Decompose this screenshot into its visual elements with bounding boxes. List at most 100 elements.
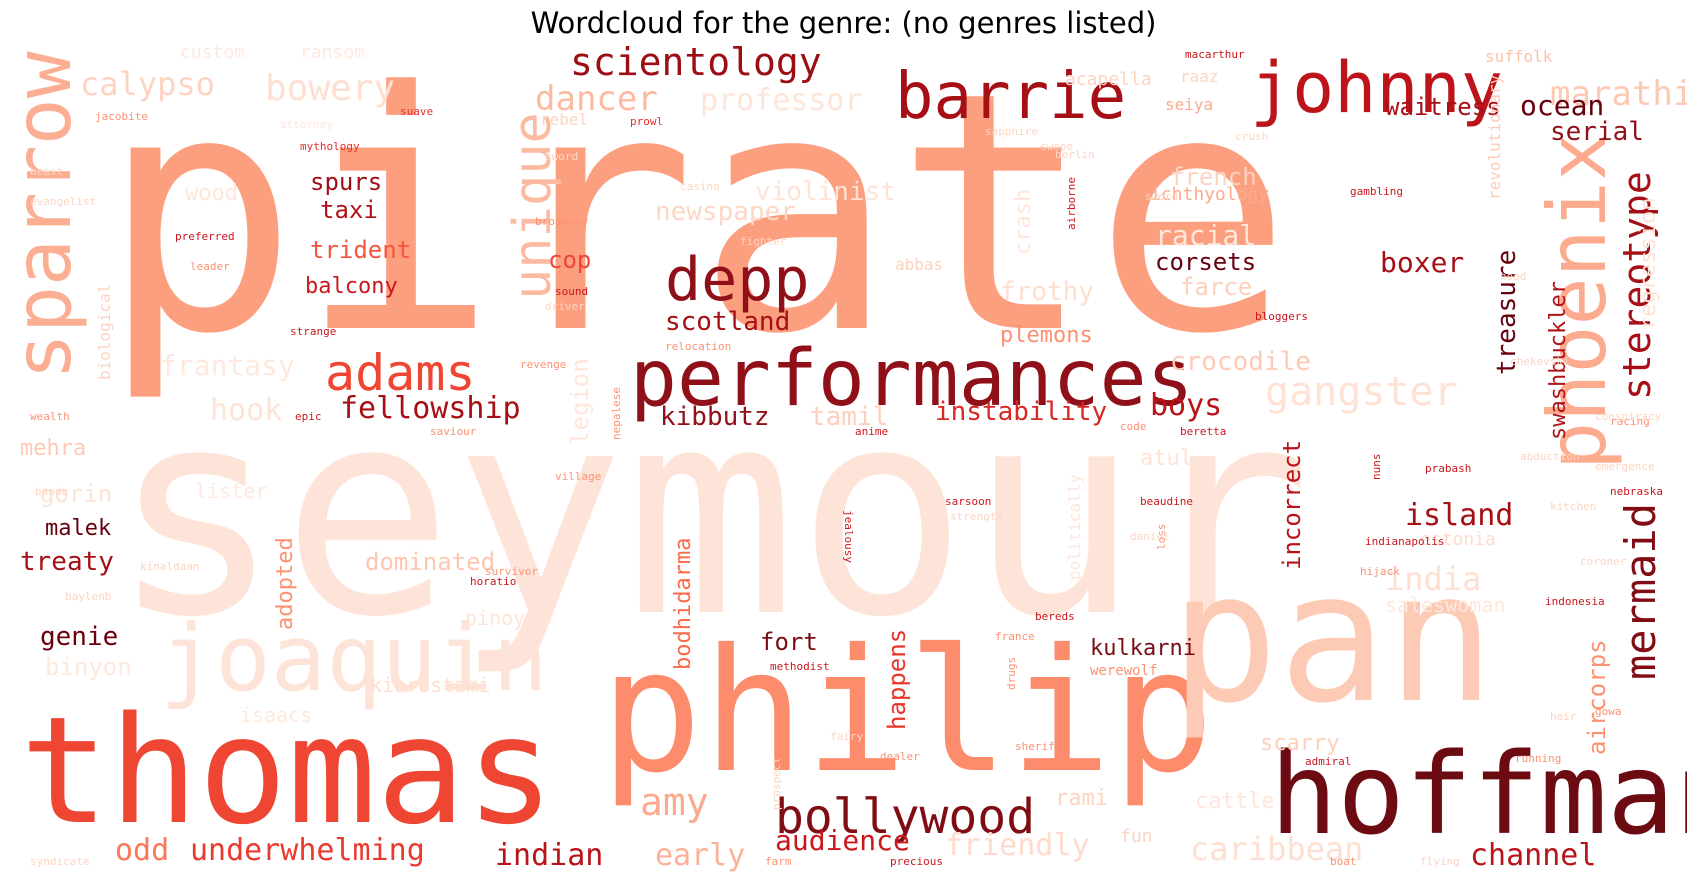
word-hood: hood — [1500, 270, 1527, 283]
word-farce: farce — [1180, 273, 1252, 301]
word-marathi: marathi — [1550, 74, 1687, 114]
word-sound: sound — [555, 285, 588, 298]
word-prabash: prabash — [1425, 462, 1471, 475]
word-legion: legion — [566, 358, 594, 445]
word-coroner: coroner — [1580, 555, 1627, 568]
word-estonia: estonia — [1420, 529, 1496, 550]
word-bereds: bereds — [1035, 610, 1075, 623]
word-swashbuckler: swashbuckler — [1546, 281, 1571, 440]
word-crash: crash — [1011, 189, 1036, 255]
word-farm: farm — [765, 855, 792, 868]
word-treasure: treasure — [1492, 250, 1522, 375]
word-sheriff: sheriff — [1015, 740, 1061, 753]
word-performances: performances — [630, 334, 1194, 424]
word-audience: audience — [775, 824, 910, 857]
word-jacobite: jacobite — [95, 110, 148, 123]
word-caribbean: caribbean — [1190, 830, 1363, 868]
word-dealer: dealer — [880, 750, 920, 763]
word-tamil: tamil — [810, 402, 888, 432]
word-mehra: mehra — [20, 436, 86, 461]
word-gowa: gowa — [1595, 705, 1622, 718]
word-happens: happens — [883, 629, 911, 730]
word-hoffman: hoffman — [1270, 730, 1687, 860]
word-trident: trident — [310, 236, 411, 264]
word-indonesia: indonesia — [1545, 595, 1605, 608]
word-early: early — [655, 838, 745, 873]
word-bodhidarma: bodhidarma — [671, 538, 696, 670]
word-hook: hook — [210, 393, 282, 428]
word-phoenix: phoenix — [1531, 133, 1624, 470]
word-werewolf: werewolf — [1090, 663, 1157, 679]
word-abduction: abduction — [1520, 450, 1580, 463]
word-swope: swope — [1040, 140, 1073, 153]
word-pinoy: pinoy — [465, 606, 525, 630]
word-casino: casino — [680, 180, 720, 193]
word-amy: amy — [640, 780, 709, 824]
word-syndicate: syndicate — [30, 855, 90, 868]
word-frantasy: frantasy — [160, 349, 295, 382]
word-seiya: seiya — [1165, 95, 1213, 114]
word-epic: epic — [295, 410, 322, 423]
word-drugs: drugs — [1005, 657, 1018, 690]
word-broadway: broadway — [535, 215, 588, 228]
word-indianapolis: indianapolis — [1365, 535, 1444, 548]
word-thomas: thomas — [20, 685, 555, 857]
word-sword-1: sword — [1145, 190, 1178, 203]
word-beaudine: beaudine — [1140, 495, 1193, 508]
word-sword: sword — [545, 150, 578, 163]
word-adopted: adopted — [273, 537, 298, 630]
word-dominated: dominated — [365, 548, 495, 576]
word-scarry: scarry — [1260, 731, 1339, 756]
word-lister: lister — [195, 479, 267, 503]
word-emergence: emergence — [1595, 460, 1655, 473]
word-seymour: seymour — [110, 348, 1311, 680]
word-kulkarni: kulkarni — [1090, 636, 1196, 661]
word-gambling: gambling — [1350, 185, 1403, 198]
word-pan: pan — [1170, 534, 1495, 743]
word-beretta: beretta — [1180, 425, 1226, 438]
word-racial: racial — [1155, 219, 1256, 252]
word-violinist: violinist — [755, 177, 896, 207]
word-flying: flying — [1420, 855, 1460, 868]
word-mermaid: mermaid — [1616, 503, 1665, 680]
word-adams: adams — [325, 344, 476, 402]
word-balcony: balcony — [305, 274, 398, 299]
word-indian: indian — [495, 838, 603, 873]
word-fellowship: fellowship — [340, 391, 521, 426]
word-nuns: nuns — [1370, 454, 1383, 481]
word-isaacs: isaacs — [240, 703, 312, 727]
word-kiarostami: kiarostami — [370, 673, 490, 697]
word-revolutionary: revolutionary — [1485, 74, 1504, 200]
word-incorrect: incorrect — [1278, 440, 1306, 570]
word-abbas: abbas — [895, 255, 943, 274]
word-saleswoman: saleswoman — [1385, 593, 1505, 617]
word-treaty: treaty — [20, 547, 114, 577]
word-horatio: horatio — [470, 575, 516, 588]
word-crocodile: crocodile — [1170, 347, 1311, 377]
word-unique: unique — [503, 112, 563, 300]
word-fighter: fighter — [740, 235, 787, 248]
word-scotland: scotland — [665, 307, 790, 337]
word-underwhelming: underwhelming — [190, 833, 425, 868]
word-friendly: friendly — [945, 828, 1090, 863]
word-loss: loss — [1155, 524, 1168, 551]
word-running: running — [1515, 752, 1561, 765]
word-prowl: prowl — [630, 115, 663, 128]
word-nepalese: nepalese — [610, 387, 623, 440]
chart-title: Wordcloud for the genre: (no genres list… — [530, 6, 1157, 40]
word-macarthur: macarthur — [1185, 48, 1245, 61]
word-jealousy: jealousy — [842, 510, 855, 563]
word-evangelist: evangelist — [30, 195, 96, 208]
word-fairy: fairy — [830, 730, 863, 743]
word-barrie: barrie — [895, 60, 1126, 134]
word-sparrow: sparrow — [0, 51, 89, 380]
word-acapella: acapella — [1065, 69, 1152, 90]
word-admiral: admiral — [1305, 755, 1351, 768]
word-strange: strange — [290, 325, 336, 338]
word-spurs: spurs — [310, 168, 382, 196]
word-frothy: frothy — [1000, 277, 1094, 307]
word-heir: heir — [1550, 710, 1577, 723]
word-sapphire: sapphire — [985, 125, 1038, 138]
word-bloggers: bloggers — [1255, 310, 1308, 323]
